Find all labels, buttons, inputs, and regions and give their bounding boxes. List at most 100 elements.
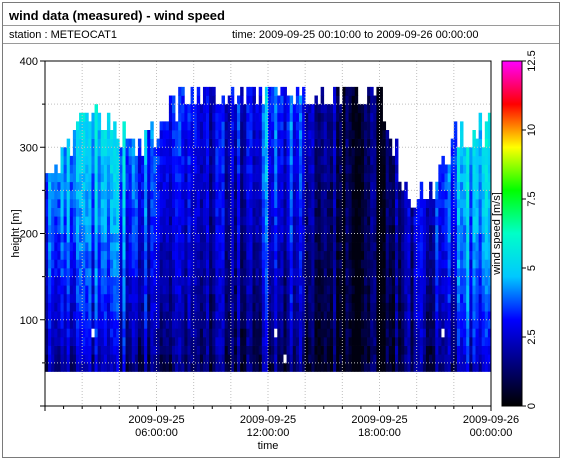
heatmap-cell bbox=[193, 138, 198, 148]
heatmap-cell bbox=[478, 242, 483, 252]
heatmap-cell bbox=[60, 216, 64, 226]
heatmap-cell bbox=[233, 354, 238, 364]
heatmap-cell bbox=[134, 319, 139, 329]
heatmap-cell bbox=[484, 293, 489, 303]
heatmap-cell bbox=[460, 276, 464, 286]
heatmap-cell bbox=[456, 268, 461, 277]
heatmap-cell bbox=[69, 224, 74, 234]
heatmap-cell bbox=[472, 224, 476, 234]
heatmap-cell bbox=[66, 138, 71, 148]
heatmap-cell bbox=[333, 268, 337, 277]
heatmap-cell bbox=[447, 268, 452, 277]
heatmap-cell bbox=[218, 337, 222, 346]
heatmap-cell bbox=[69, 354, 74, 364]
heatmap-cell bbox=[410, 242, 414, 252]
heatmap-cell bbox=[435, 302, 439, 312]
heatmap-cell bbox=[425, 259, 430, 269]
heatmap-cell bbox=[181, 250, 185, 260]
heatmap-cell bbox=[156, 233, 160, 243]
heatmap-cell bbox=[106, 121, 111, 131]
heatmap-cell bbox=[401, 250, 405, 260]
heatmap-cell bbox=[168, 362, 173, 372]
heatmap-cell bbox=[171, 268, 176, 277]
heatmap-cell bbox=[360, 345, 365, 355]
heatmap-cell bbox=[116, 224, 120, 234]
heatmap-cell bbox=[193, 268, 198, 277]
heatmap-cell bbox=[463, 328, 467, 338]
heatmap-cell bbox=[230, 95, 235, 105]
heatmap-cell bbox=[168, 138, 173, 148]
heatmap-cell bbox=[382, 173, 387, 183]
heatmap-cell bbox=[453, 345, 458, 355]
heatmap-cell bbox=[447, 276, 452, 286]
heatmap-cell bbox=[416, 268, 421, 277]
heatmap-cell bbox=[373, 173, 377, 183]
heatmap-cell bbox=[128, 233, 133, 243]
heatmap-cell bbox=[323, 130, 328, 139]
heatmap-cell bbox=[178, 259, 182, 269]
grid-lines bbox=[45, 61, 491, 406]
heatmap-cell bbox=[113, 259, 117, 269]
heatmap-cell bbox=[354, 138, 359, 148]
heatmap-cell bbox=[271, 112, 275, 122]
heatmap-cell bbox=[339, 173, 343, 183]
heatmap-cell bbox=[227, 345, 232, 355]
heatmap-cell bbox=[125, 319, 129, 329]
heatmap-cell bbox=[441, 164, 445, 174]
heatmap-cell bbox=[394, 319, 399, 329]
heatmap-cell bbox=[271, 242, 275, 252]
heatmap-cell bbox=[116, 181, 120, 191]
heatmap-cell bbox=[97, 112, 102, 122]
heatmap-cell bbox=[469, 216, 473, 226]
heatmap-cell bbox=[345, 328, 349, 338]
heatmap-cell bbox=[66, 354, 71, 364]
heatmap-cell bbox=[72, 173, 77, 183]
heatmap-cell bbox=[237, 138, 241, 148]
heatmap-cell bbox=[342, 138, 346, 148]
heatmap-cell bbox=[342, 345, 346, 355]
heatmap-cell bbox=[196, 216, 201, 226]
heatmap-cell bbox=[453, 293, 458, 303]
heatmap-cell bbox=[311, 354, 315, 364]
heatmap-cell bbox=[249, 259, 253, 269]
heatmap-cell bbox=[463, 224, 467, 234]
heatmap-cell bbox=[444, 250, 448, 260]
heatmap-cell bbox=[373, 164, 377, 174]
heatmap-cell bbox=[209, 104, 213, 114]
heatmap-cell bbox=[450, 276, 455, 286]
heatmap-cell bbox=[209, 147, 213, 157]
heatmap-cell bbox=[122, 319, 126, 329]
heatmap-cell bbox=[376, 147, 380, 157]
heatmap-cell bbox=[364, 104, 368, 114]
heatmap-cell bbox=[429, 362, 433, 372]
x-tick-label-date: 2009-09-25 bbox=[240, 414, 296, 426]
heatmap-cell bbox=[69, 302, 74, 312]
heatmap-cell bbox=[364, 155, 368, 165]
heatmap-cell bbox=[323, 112, 328, 122]
heatmap-cell bbox=[215, 138, 219, 148]
heatmap-cell bbox=[398, 207, 402, 217]
heatmap-cell bbox=[45, 319, 49, 329]
heatmap-cell bbox=[125, 302, 129, 312]
heatmap-cell bbox=[122, 337, 126, 346]
heatmap-cell bbox=[159, 250, 164, 260]
heatmap-cell bbox=[283, 155, 287, 165]
heatmap-cell bbox=[122, 302, 126, 312]
heatmap-cell bbox=[333, 319, 337, 329]
heatmap-cell bbox=[165, 138, 170, 148]
heatmap-cell bbox=[224, 104, 229, 114]
heatmap-cell bbox=[193, 345, 198, 355]
heatmap-cell bbox=[196, 199, 201, 208]
heatmap-cell bbox=[422, 354, 427, 364]
heatmap-cell bbox=[233, 147, 238, 157]
heatmap-cell bbox=[329, 293, 334, 303]
heatmap-cell bbox=[385, 164, 390, 174]
heatmap-cell bbox=[317, 276, 322, 286]
heatmap-cell bbox=[456, 233, 461, 243]
heatmap-cell bbox=[100, 242, 105, 252]
heatmap-cell bbox=[317, 337, 322, 346]
heatmap-cell bbox=[453, 164, 458, 174]
heatmap-cell bbox=[450, 319, 455, 329]
heatmap-cell bbox=[466, 259, 470, 269]
heatmap-cell bbox=[314, 224, 318, 234]
